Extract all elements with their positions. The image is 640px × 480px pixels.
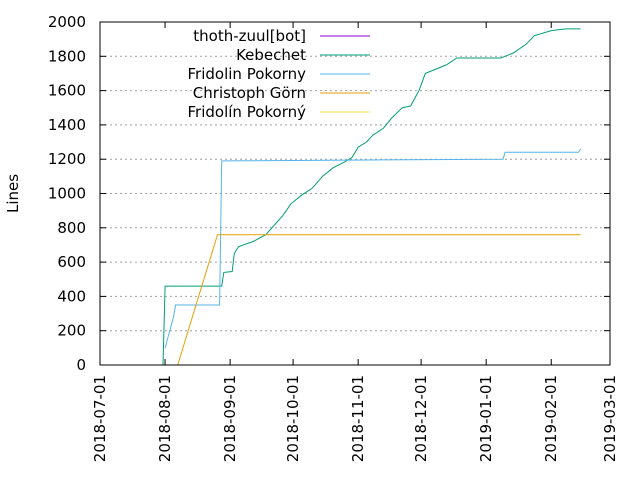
x-tick-label: 2018-11-01 <box>349 375 367 462</box>
y-tick-label: 1600 <box>48 82 86 100</box>
y-tick-label: 1800 <box>48 47 86 65</box>
y-tick-label: 600 <box>57 253 86 271</box>
y-tick-label: 1200 <box>48 150 86 168</box>
x-tick-label: 2019-01-01 <box>477 375 495 462</box>
x-tick-label: 2018-07-01 <box>91 375 109 462</box>
y-tick-labels: 0 200 400 600 800 1000 1200 1400 1600 1800 2000 <box>48 13 86 374</box>
legend-label: thoth-zuul[bot] <box>193 27 306 45</box>
axis-ticks <box>99 21 611 366</box>
y-axis-label: Lines <box>4 174 22 213</box>
series-line-2 <box>164 148 582 349</box>
series-line-1 <box>162 28 581 366</box>
y-tick-label: 1400 <box>48 116 86 134</box>
y-tick-label: 0 <box>76 356 86 374</box>
legend-label: Fridolín Pokorný <box>188 103 307 121</box>
legend-label: Fridolin Pokorny <box>188 65 307 83</box>
x-tick-label: 2019-02-01 <box>542 375 560 462</box>
grid-lines <box>100 55 610 332</box>
x-tick-label: 2018-12-01 <box>412 375 430 462</box>
x-tick-label: 2018-09-01 <box>221 375 239 462</box>
y-tick-label: 1000 <box>48 185 86 203</box>
legend-label: Christoph Görn <box>193 84 306 102</box>
x-tick-label: 2018-08-01 <box>156 375 174 462</box>
x-tick-labels: 2018-07-01 2018-08-01 2018-09-01 2018-10-01… <box>91 375 619 462</box>
y-tick-label: 200 <box>57 322 86 340</box>
y-tick-label: 400 <box>57 287 86 305</box>
x-tick-label: 2018-10-01 <box>284 375 302 462</box>
series-lines <box>162 28 582 366</box>
y-tick-label: 2000 <box>48 13 86 31</box>
y-tick-label: 800 <box>57 219 86 237</box>
legend-label: Kebechet <box>236 46 306 64</box>
x-tick-label: 2019-03-01 <box>601 375 619 462</box>
series-line-3 <box>177 234 581 366</box>
